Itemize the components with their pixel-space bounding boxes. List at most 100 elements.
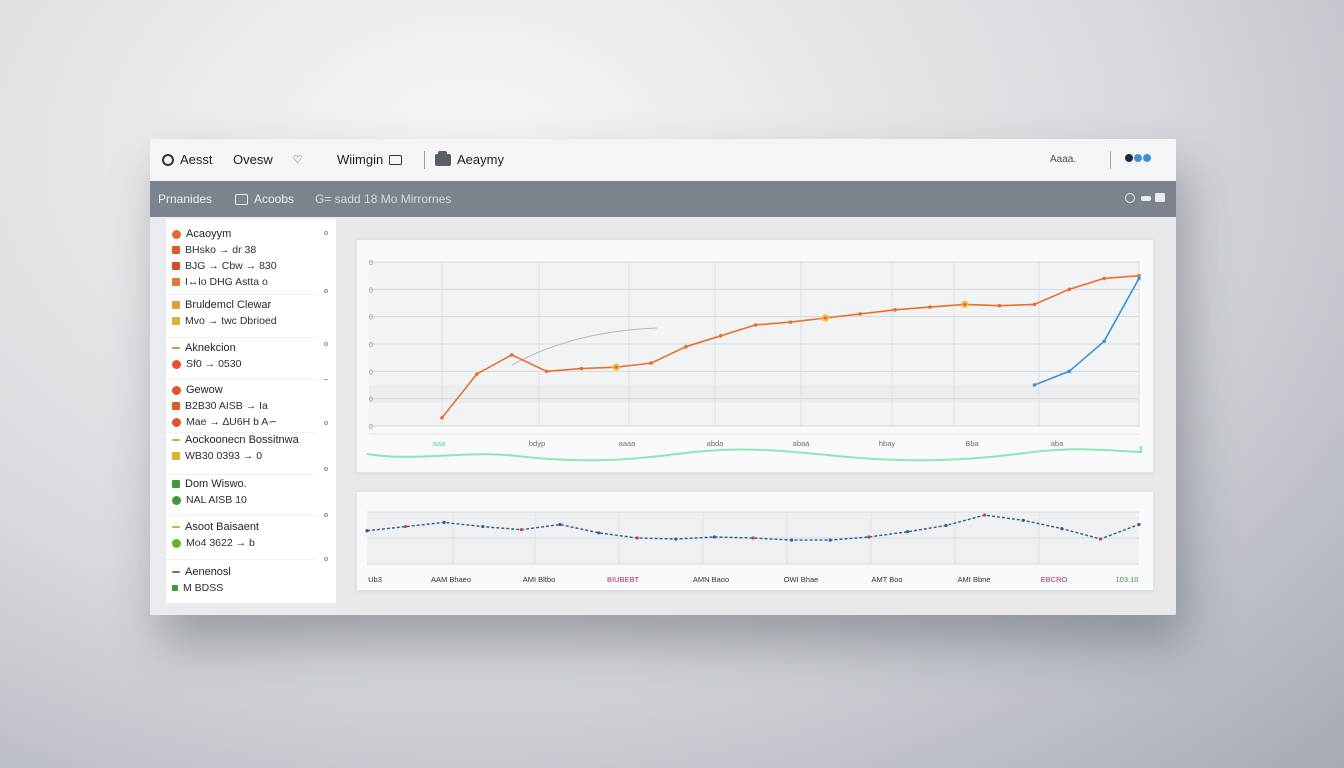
sidebar-group-title: Dom Wiswo. (172, 476, 314, 492)
data-point (997, 303, 1002, 308)
x-tick-label: BIUBEBT (607, 575, 640, 584)
message-icon[interactable] (389, 154, 403, 165)
x-tick-label: aaaa (619, 439, 637, 448)
car-icon (435, 150, 451, 166)
folder-icon (235, 193, 248, 205)
settings-icon[interactable] (1125, 193, 1135, 203)
data-point (1137, 522, 1141, 527)
list-item[interactable]: M BDSS (172, 580, 314, 596)
x-tick-label: bdyp (529, 439, 545, 448)
scroll-marker[interactable] (324, 513, 328, 517)
list-item[interactable]: Mo4 3622 → b (172, 535, 314, 551)
dash-icon (172, 571, 180, 573)
x-tick-label: AMI Bbne (958, 575, 991, 584)
bullet-icon (172, 452, 180, 460)
expand-icon[interactable] (1155, 193, 1165, 202)
data-point (684, 344, 688, 349)
status-dot-icon (172, 385, 181, 395)
sidebar-divider (166, 559, 316, 560)
data-point (944, 523, 948, 528)
sidebar-divider (166, 337, 316, 338)
app-title-group[interactable]: Aesst (162, 152, 213, 167)
sidebar-group-title: Bruldemcl Clewar (172, 297, 314, 313)
list-item[interactable]: I↔lo DHG Astta o (172, 274, 314, 290)
tab-academy[interactable]: Aeaymy (435, 150, 504, 167)
bullet-icon (172, 278, 180, 286)
data-point (365, 529, 369, 533)
list-item[interactable]: BHsko → dr 38 (172, 242, 314, 258)
data-point (1032, 383, 1037, 387)
bullet-icon (172, 317, 180, 325)
scroll-marker[interactable] (324, 557, 328, 561)
y-tick-label: 0 (369, 342, 373, 349)
data-point (719, 334, 723, 338)
data-point (674, 537, 678, 541)
sidebar-group-6[interactable]: Dom Wiswo. NAL AISB 10 (166, 476, 314, 508)
scroll-marker[interactable] (324, 421, 328, 425)
subbar-item-2[interactable]: Acoobs (235, 192, 294, 206)
list-item[interactable]: B2B30 AISB → Ia (172, 398, 314, 414)
minimize-icon[interactable] (1141, 196, 1151, 201)
sidebar-group-1[interactable]: Acaoyym BHsko → dr 38 BJG → Cbw → 830 I↔… (166, 226, 314, 290)
tab-overview[interactable]: Ovesw ♡ (233, 152, 303, 167)
sidebar-group-title: Acaoyym (172, 226, 314, 242)
data-point (475, 372, 479, 376)
list-item[interactable]: WB30 0393 → 0 (172, 448, 314, 464)
scroll-marker[interactable] (324, 379, 328, 380)
bullet-icon (172, 402, 180, 410)
trend-chart[interactable]: 0 0 0 0 0 0 0 aaa bdyp aaaa abda abaa hbay Bba aba (357, 240, 1153, 472)
scroll-marker[interactable] (324, 231, 328, 235)
sidebar: Acaoyym BHsko → dr 38 BJG → Cbw → 830 I↔… (166, 219, 337, 603)
list-item[interactable]: Sf0 → 0530 (172, 356, 314, 372)
list-item[interactable]: Mae → ∆U6H b A∽ (172, 414, 314, 430)
data-point (635, 536, 639, 540)
x-tick-label: Bba (965, 439, 979, 448)
list-item[interactable]: Mvo → twc Dbrioed (172, 313, 314, 329)
data-point (1060, 527, 1064, 531)
tab-warnings[interactable]: Wiimgin (337, 152, 403, 167)
sub-bar: Prnanides Acoobs G= sadd 18 Mo Mirrornes (150, 181, 1176, 217)
data-point (404, 524, 408, 529)
list-item[interactable]: NAL AISB 10 (172, 492, 314, 508)
y-tick-label: 0 (369, 260, 373, 267)
sidebar-group-4[interactable]: Gewow B2B30 AISB → Ia Mae → ∆U6H b A∽ (166, 382, 314, 430)
y-tick-label: 0 (369, 315, 373, 322)
scroll-marker[interactable] (324, 289, 328, 293)
subbar-item-3-label: G= sadd 18 Mo Mirrornes (315, 192, 452, 206)
sidebar-group-2[interactable]: Bruldemcl Clewar Mvo → twc Dbrioed (166, 297, 314, 329)
dash-icon (172, 439, 180, 441)
timeline-chart[interactable]: Ub3 AAM Bhaeo AMI Bltbo BIUBEBT AMN Baoo OWI … (357, 492, 1153, 590)
sidebar-group-5[interactable]: Aockoonecn Bossitnwa WB30 0393 → 0 (166, 432, 314, 464)
data-point (649, 361, 653, 365)
subbar-item-3[interactable]: G= sadd 18 Mo Mirrornes (315, 192, 451, 206)
chevron-down-icon[interactable]: ♡ (292, 154, 303, 166)
data-point (1102, 276, 1106, 281)
menu-icon[interactable] (162, 153, 174, 166)
scroll-marker[interactable] (324, 342, 328, 346)
tab-warnings-label: Wiimgin (337, 152, 384, 167)
subbar-item-1[interactable]: Prnanides (158, 192, 212, 206)
sidebar-group-7[interactable]: Asoot Baisaent Mo4 3622 → b (166, 519, 314, 551)
sidebar-group-8[interactable]: Aenenosl M BDSS (166, 564, 314, 596)
data-point (962, 302, 967, 307)
series-line (1034, 278, 1140, 386)
scroll-marker[interactable] (324, 467, 328, 471)
app-title: Aesst (180, 152, 213, 167)
sidebar-divider (166, 432, 316, 433)
data-point (544, 369, 549, 374)
x-tick-label: hbay (879, 439, 896, 448)
data-point (751, 536, 755, 540)
bullet-icon (172, 585, 178, 591)
range-selector (366, 446, 1142, 462)
x-tick-label: AMI Bltbo (523, 575, 556, 584)
data-point (823, 316, 828, 320)
sidebar-group-3[interactable]: Aknekcion Sf0 → 0530 (166, 340, 314, 372)
sidebar-group-title: Asoot Baisaent (172, 519, 314, 535)
data-point (442, 520, 446, 524)
y-tick-label: 0 (369, 424, 373, 431)
list-item[interactable]: BJG → Cbw → 830 (172, 258, 314, 274)
x-tick-label: aba (1051, 439, 1064, 448)
toggle-icon[interactable] (1125, 154, 1151, 162)
sidebar-scrollbar[interactable] (318, 219, 336, 603)
status-text-label: Aaaa. (1050, 154, 1077, 165)
